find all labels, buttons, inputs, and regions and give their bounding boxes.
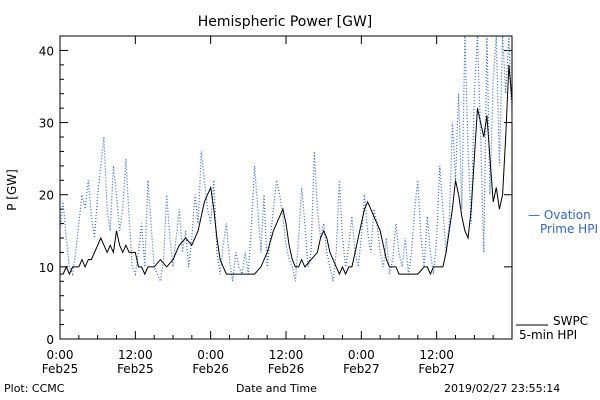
x-tick-label-date-3: Feb26 (268, 362, 305, 376)
footer-right: 2019/02/27 23:55:14 (444, 382, 561, 395)
y-tick-label-0: 0 (46, 333, 54, 347)
x-tick-label-date-5: Feb27 (418, 362, 455, 376)
y-ticks: 0 10 20 30 40 (39, 44, 512, 347)
y-tick-label-30: 30 (39, 117, 54, 131)
x-tick-label-date-2: Feb26 (192, 362, 229, 376)
x-ticks: 0:00Feb2512:00Feb250:00Feb2612:00Feb260:… (42, 36, 494, 376)
x-tick-label-time-0: 0:00 (47, 348, 74, 362)
legend-ovation-line1: — Ovation (528, 208, 591, 222)
x-tick-label-time-2: 0:00 (197, 348, 224, 362)
x-tick-label-date-1: Feb25 (117, 362, 154, 376)
y-tick-label-10: 10 (39, 261, 54, 275)
legend-swpc-line1: SWPC (553, 314, 588, 328)
series-group (59, 35, 513, 284)
legend-ovation-line2: Prime HPI (540, 222, 598, 236)
footer-center: Date and Time (236, 382, 317, 395)
y-tick-label-40: 40 (39, 44, 54, 58)
legend-swpc-line2: 5-min HPI (519, 328, 577, 342)
series-line-swpc-5-min-hpi (60, 64, 513, 276)
chart-title: Hemispheric Power [GW] (198, 14, 373, 30)
x-tick-label-time-4: 0:00 (348, 348, 375, 362)
x-tick-label-time-3: 12:00 (269, 348, 304, 362)
y-axis-label: P [GW] (5, 169, 19, 211)
x-tick-label-date-0: Feb25 (42, 362, 79, 376)
x-tick-label-date-4: Feb27 (343, 362, 380, 376)
x-tick-label-time-5: 12:00 (419, 348, 454, 362)
y-tick-label-20: 20 (39, 189, 54, 203)
x-tick-label-time-1: 12:00 (118, 348, 153, 362)
series-line-ovation-prime-hpi (59, 35, 513, 284)
footer-left: Plot: CCMC (4, 382, 65, 395)
